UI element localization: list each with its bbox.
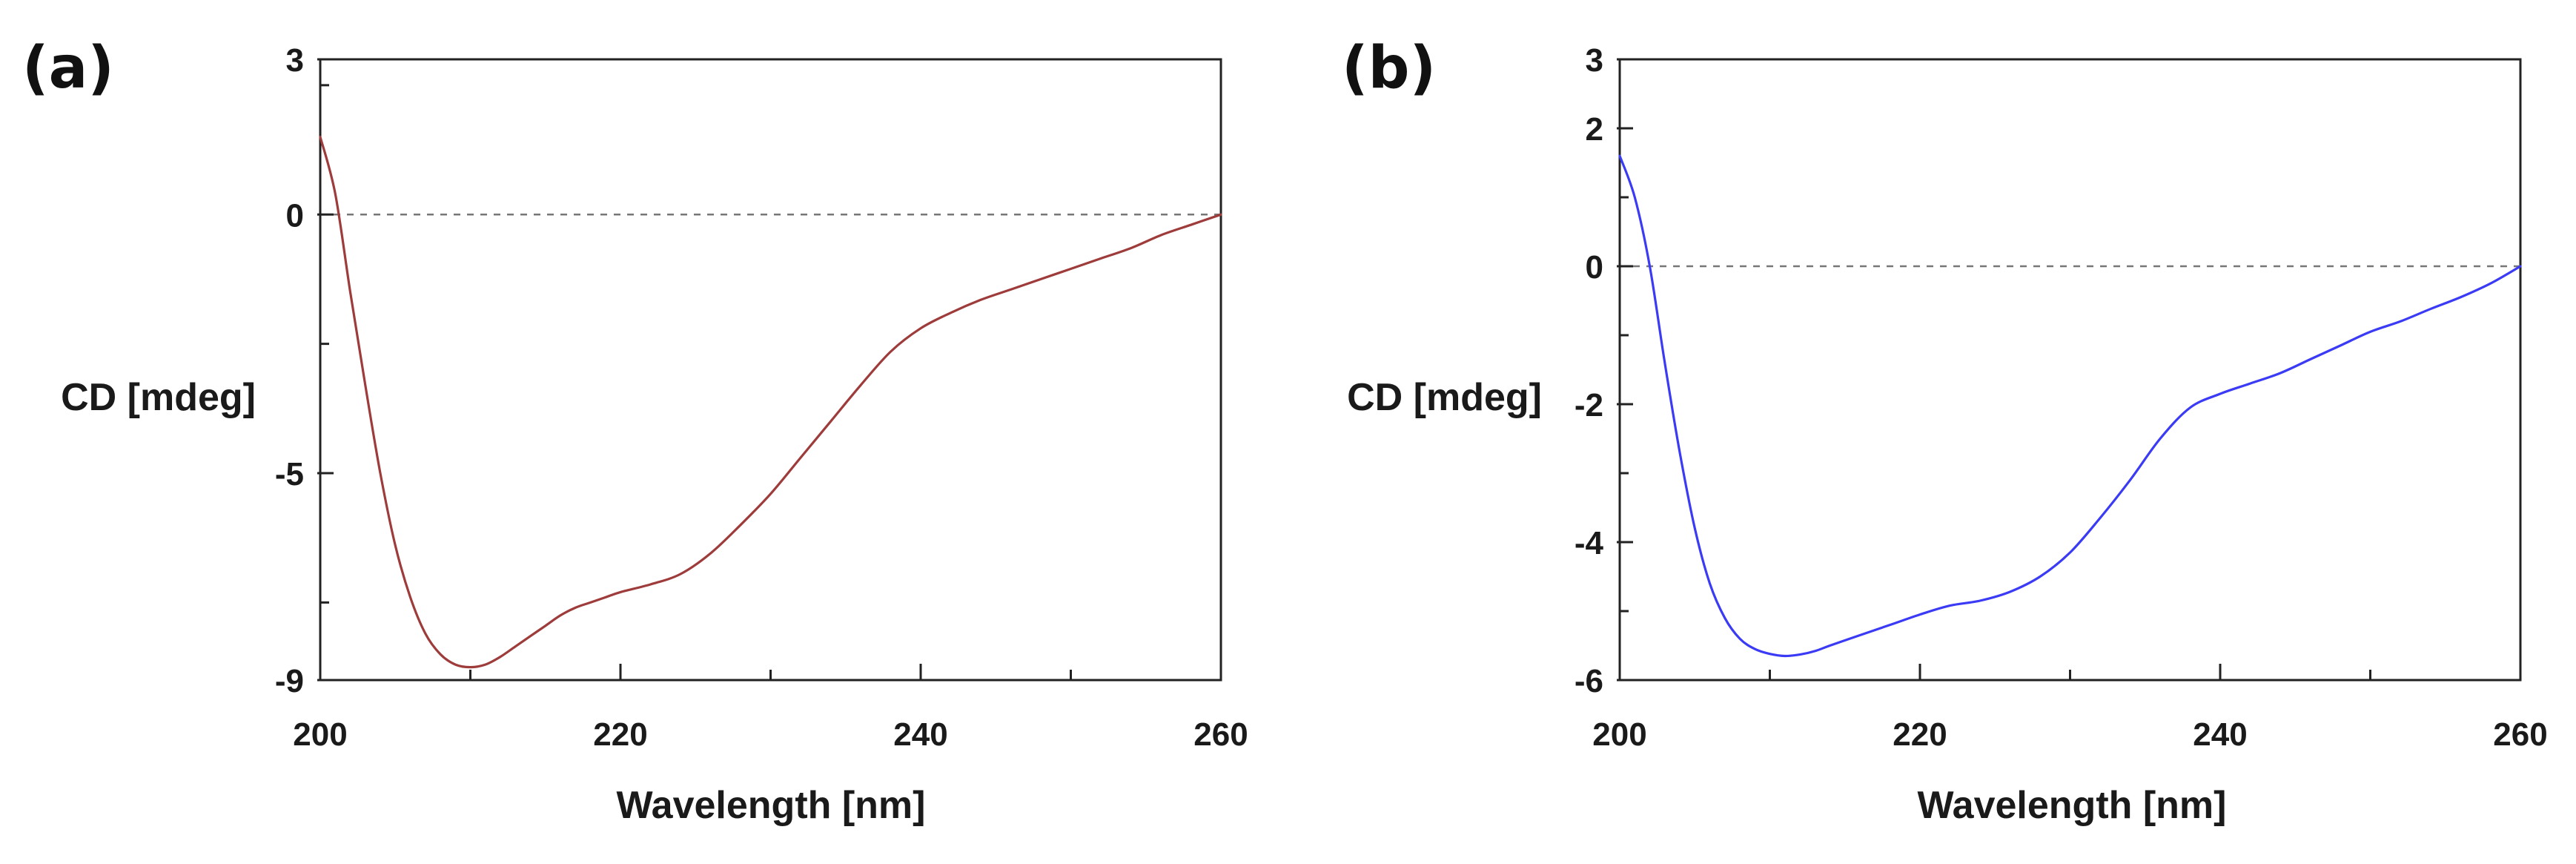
x-tick-label-b-220: 220 (1893, 716, 1947, 753)
x-tick-label-a-200: 200 (293, 716, 347, 753)
y-axis-title-a: CD [mdeg] (61, 376, 256, 419)
y-axis-title-b: CD [mdeg] (1347, 376, 1542, 419)
x-axis-title-b: Wavelength [nm] (1918, 784, 2227, 827)
series-line-a-0 (319, 136, 1222, 669)
y-tick-label-b-5: -6 (1575, 663, 1603, 699)
series-line-b-0 (1618, 154, 2522, 658)
y-tick-label-a-2: -5 (275, 456, 304, 492)
plot-frame-b (1618, 58, 2522, 682)
y-tick-label-a-1: 0 (286, 197, 304, 234)
x-tick-label-b-260: 260 (2493, 716, 2547, 753)
x-tick-label-a-260: 260 (1193, 716, 1248, 753)
y-tick-label-a-3: -9 (275, 663, 304, 699)
x-axis-title-a: Wavelength [nm] (617, 784, 926, 827)
y-tick-label-b-1: 2 (1586, 111, 1603, 148)
panel-label-b: (b) (1342, 35, 1436, 102)
x-tick-label-a-220: 220 (593, 716, 647, 753)
x-tick-label-b-200: 200 (1592, 716, 1646, 753)
plot-frame-a (319, 58, 1222, 682)
panel-label-a: (a) (22, 35, 114, 102)
y-tick-label-b-4: -4 (1575, 525, 1604, 561)
y-tick-label-a-0: 3 (286, 42, 304, 79)
y-tick-label-b-0: 3 (1586, 42, 1603, 79)
y-tick-label-b-2: 0 (1586, 249, 1603, 286)
panel-b: (b) 200 220 240 260 3 2 0 -2 -4 -6 Wavelength [nm] C… (1342, 35, 2548, 827)
x-tick-label-a-240: 240 (893, 716, 947, 753)
panel-a: (a) 200 220 240 260 3 0 -5 -9 Wavelength [nm] CD [… (22, 35, 1248, 827)
y-tick-label-b-3: -2 (1575, 387, 1603, 423)
x-tick-label-b-240: 240 (2193, 716, 2247, 753)
